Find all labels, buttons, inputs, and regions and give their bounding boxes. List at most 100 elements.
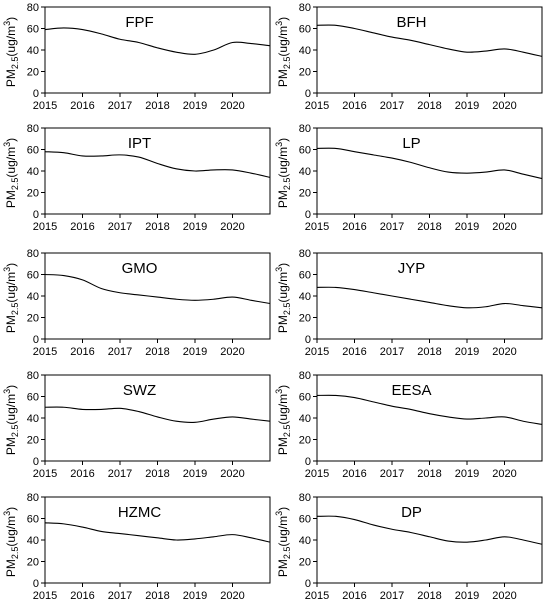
panel-eesa: 0 20 40 60 80 2015 2016 2017 2018 2019 2020 EESA PM2… [274, 370, 543, 480]
y-tick-label: 20 [27, 67, 39, 79]
y-tick-label: 60 [27, 270, 39, 282]
x-tick-label: 2018 [417, 346, 441, 358]
y-axis-label: PM2.5(ug/m3) [2, 507, 20, 577]
x-tick-label: 2016 [70, 590, 94, 602]
y-tick-label: 80 [299, 370, 311, 382]
y-tick-label: 60 [299, 270, 311, 282]
y-tick-label: 60 [299, 24, 311, 36]
y-tick-label: 0 [33, 88, 39, 100]
y-tick-label: 40 [299, 535, 311, 547]
x-tick-label: 2016 [342, 346, 366, 358]
x-tick-label: 2019 [183, 468, 207, 480]
panel-title: HZMC [118, 504, 161, 521]
y-tick-label: 0 [305, 209, 311, 221]
x-tick-label: 2019 [455, 468, 479, 480]
panel-title: FPF [125, 14, 153, 31]
series-line [316, 286, 543, 309]
x-tick-label: 2015 [33, 221, 57, 233]
panel-jyp: 0 20 40 60 80 2015 2016 2017 2018 2019 2020 JYP PM2.… [274, 248, 543, 358]
x-tick-label: 2017 [108, 221, 132, 233]
y-tick-label: 60 [27, 145, 39, 157]
plot-frame [316, 252, 543, 340]
x-tick-label: 2018 [417, 100, 441, 112]
y-tick-label: 20 [27, 435, 39, 447]
x-tick-label: 2017 [108, 346, 132, 358]
panel-swz: 0 20 40 60 80 2015 2016 2017 2018 2019 2020 SWZ PM2.… [2, 370, 271, 480]
plot-frame [316, 127, 543, 215]
plot-frame [44, 6, 271, 94]
plot-frame [316, 496, 543, 584]
x-tick-label: 2018 [145, 346, 169, 358]
x-tick-label: 2017 [380, 100, 404, 112]
x-tick-label: 2015 [33, 590, 57, 602]
x-tick-label: 2017 [380, 346, 404, 358]
panel-hzmc: 0 20 40 60 80 2015 2016 2017 2018 2019 2020 HZMC PM2… [2, 492, 271, 602]
x-tick-label: 2020 [492, 468, 516, 480]
x-tick-label: 2018 [145, 100, 169, 112]
y-axis-label: PM2.5(ug/m3) [2, 385, 20, 455]
y-tick-label: 0 [305, 578, 311, 590]
y-tick-label: 40 [27, 166, 39, 178]
y-tick-label: 0 [305, 334, 311, 346]
y-axis-label: PM2.5(ug/m3) [274, 263, 292, 333]
series-line [316, 394, 543, 425]
series-line [316, 24, 543, 57]
x-tick-label: 2017 [380, 468, 404, 480]
y-tick-label: 40 [299, 291, 311, 303]
x-tick-label: 2015 [33, 468, 57, 480]
panel-title: GMO [122, 260, 158, 277]
panel-gmo: 0 20 40 60 80 2015 2016 2017 2018 2019 2020 GMO PM2.… [2, 248, 271, 358]
plot-frame [44, 252, 271, 340]
x-tick-label: 2019 [183, 100, 207, 112]
x-tick-label: 2017 [108, 468, 132, 480]
x-tick-label: 2016 [342, 468, 366, 480]
x-tick-label: 2015 [305, 468, 329, 480]
x-tick-label: 2020 [220, 468, 244, 480]
x-tick-label: 2019 [183, 346, 207, 358]
x-tick-label: 2020 [220, 221, 244, 233]
panel-fpf: 0 20 40 60 80 2015 2016 2017 2018 2019 2020 FPF PM2.… [2, 2, 271, 112]
y-tick-label: 40 [299, 166, 311, 178]
y-tick-label: 60 [299, 392, 311, 404]
x-tick-label: 2020 [220, 346, 244, 358]
x-tick-label: 2020 [220, 590, 244, 602]
y-tick-label: 80 [27, 248, 39, 260]
y-tick-label: 40 [299, 413, 311, 425]
x-tick-label: 2017 [380, 590, 404, 602]
y-tick-label: 0 [33, 456, 39, 468]
y-tick-label: 80 [299, 123, 311, 135]
y-tick-label: 20 [27, 557, 39, 569]
x-tick-label: 2015 [305, 590, 329, 602]
series-line [44, 27, 271, 55]
y-tick-label: 60 [27, 24, 39, 36]
y-tick-label: 0 [33, 334, 39, 346]
y-tick-label: 80 [27, 2, 39, 14]
x-tick-label: 2018 [417, 590, 441, 602]
x-tick-label: 2019 [455, 346, 479, 358]
x-tick-label: 2015 [33, 346, 57, 358]
plot-frame [44, 374, 271, 462]
y-axis-label: PM2.5(ug/m3) [2, 138, 20, 208]
plot-frame [44, 127, 271, 215]
panel-title: EESA [391, 382, 431, 399]
y-tick-label: 60 [299, 145, 311, 157]
y-tick-label: 80 [299, 492, 311, 504]
x-tick-label: 2019 [183, 590, 207, 602]
y-tick-label: 60 [299, 514, 311, 526]
x-tick-label: 2016 [342, 100, 366, 112]
x-tick-label: 2015 [305, 100, 329, 112]
y-tick-label: 60 [27, 514, 39, 526]
x-tick-label: 2015 [33, 100, 57, 112]
y-tick-label: 0 [305, 456, 311, 468]
y-tick-label: 20 [27, 313, 39, 325]
x-tick-label: 2019 [455, 221, 479, 233]
x-tick-label: 2017 [108, 590, 132, 602]
y-axis-label: PM2.5(ug/m3) [274, 507, 292, 577]
panel-title: DP [401, 504, 422, 521]
series-line [44, 273, 271, 305]
x-tick-label: 2017 [108, 100, 132, 112]
y-tick-label: 20 [299, 557, 311, 569]
x-tick-label: 2016 [70, 221, 94, 233]
